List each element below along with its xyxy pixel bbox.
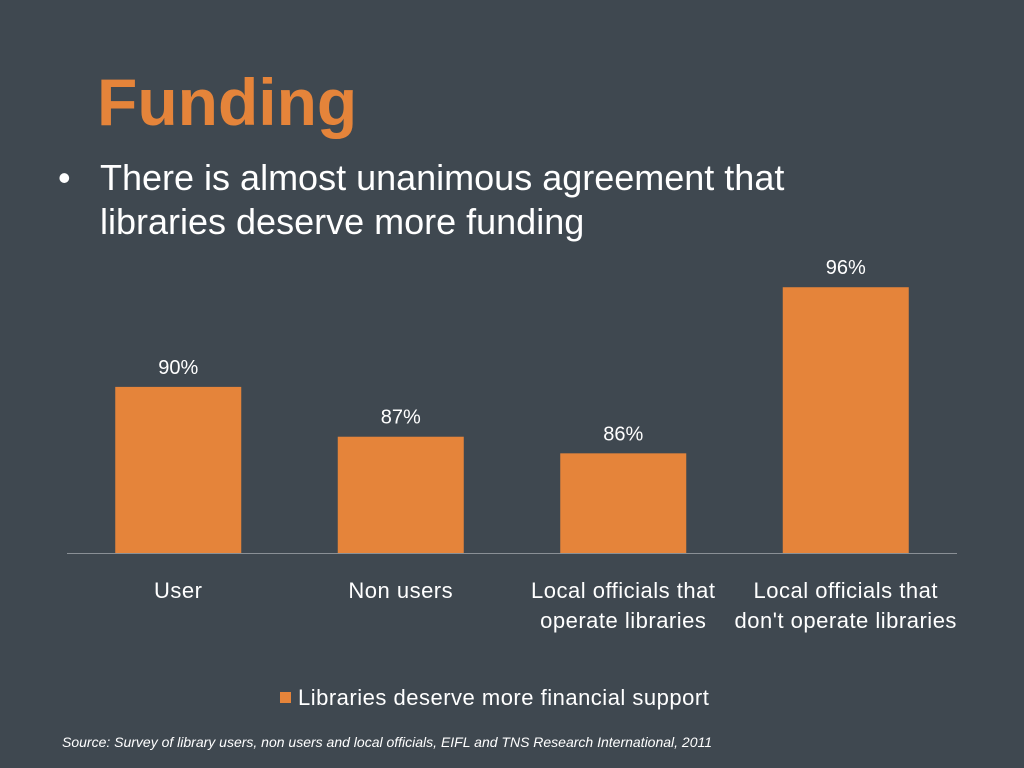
data-label: 90% [158, 357, 198, 379]
data-label: 86% [603, 423, 643, 445]
x-tick-label: Non users [348, 578, 454, 603]
slide-title: Funding [97, 65, 358, 139]
x-tick-label: User [154, 578, 203, 603]
bullet-text: There is almost unanimous agreement that… [58, 156, 900, 244]
x-tick-label: Local officials that don't operate libra… [734, 578, 957, 633]
bar [115, 386, 242, 553]
x-tick-label: Local officials that operate libraries [531, 578, 716, 633]
data-label: 96% [826, 257, 866, 279]
bar [337, 436, 464, 553]
bar [782, 287, 909, 553]
data-label: 87% [381, 407, 421, 429]
legend-label: Libraries deserve more financial support [298, 685, 710, 710]
bar [560, 453, 687, 553]
legend-swatch [280, 692, 291, 703]
source-note: Source: Survey of library users, non use… [62, 734, 713, 750]
